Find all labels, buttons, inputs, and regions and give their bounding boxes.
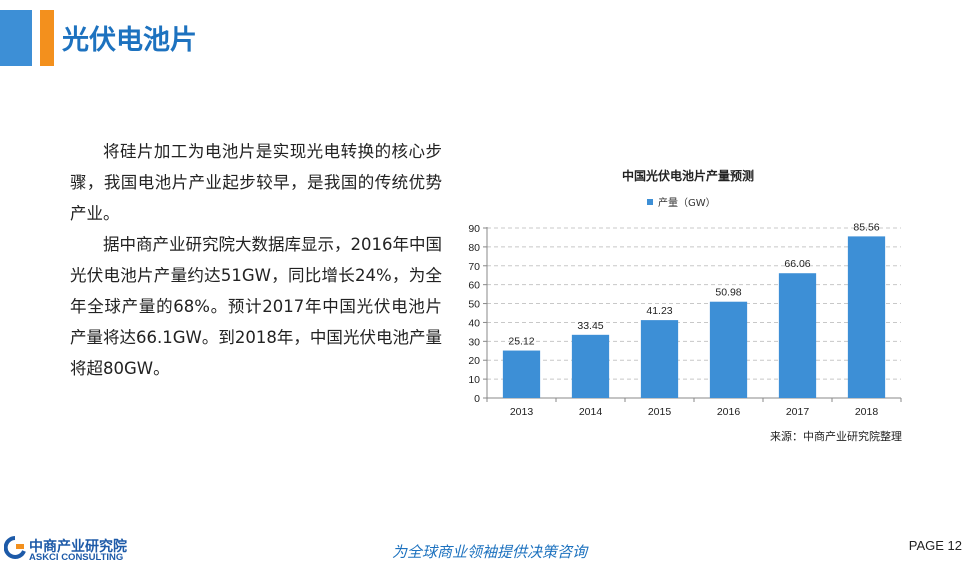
- data-label: 66.06: [784, 258, 810, 270]
- bar: [847, 236, 886, 398]
- footer-slogan: 为全球商业领袖提供决策咨询: [392, 543, 588, 561]
- data-label: 50.98: [715, 287, 741, 299]
- bar: [502, 350, 541, 398]
- y-tick-label: 10: [468, 374, 480, 386]
- bar: [571, 334, 610, 398]
- chart-source: 来源：中商产业研究院整理: [770, 430, 902, 443]
- y-tick-label: 40: [468, 317, 480, 329]
- bar: [778, 273, 817, 398]
- x-tick-label: 2015: [648, 406, 672, 418]
- bar: [709, 301, 748, 398]
- logo-text-en: ASKCI CONSULTING: [29, 552, 124, 563]
- y-tick-label: 20: [468, 355, 480, 367]
- logo-mark-icon: [4, 536, 26, 559]
- x-tick-label: 2018: [855, 406, 879, 418]
- y-tick-label: 30: [468, 336, 480, 348]
- x-tick-label: 2013: [510, 406, 534, 418]
- data-label: 41.23: [646, 305, 672, 317]
- body-paragraph-2: 据中商产业研究院大数据库显示，2016年中国光伏电池片产量约达51GW，同比增长…: [70, 235, 442, 378]
- header-accent-bar-blue: [0, 10, 32, 66]
- y-tick-label: 60: [468, 280, 480, 292]
- company-logo: 中商产业研究院 ASKCI CONSULTING: [4, 534, 144, 563]
- x-tick-label: 2014: [579, 406, 603, 418]
- logo-text-cn: 中商产业研究院: [29, 539, 127, 555]
- data-label: 25.12: [508, 336, 534, 348]
- chart-title: 中国光伏电池片产量预测: [622, 168, 754, 183]
- legend-label: 产量（GW）: [658, 196, 716, 209]
- y-tick-label: 90: [468, 223, 480, 235]
- x-tick-label: 2017: [786, 406, 810, 418]
- production-chart: 中国光伏电池片产量预测 产量（GW） 0 10 20 30 40 50 60 70 80 90 25.1…: [455, 158, 915, 458]
- data-label: 33.45: [577, 320, 603, 332]
- x-tick-label: 2016: [717, 406, 741, 418]
- page-title: 光伏电池片: [62, 25, 197, 56]
- y-tick-label: 0: [474, 393, 480, 405]
- header-accent-bar-orange: [40, 10, 54, 66]
- bar: [640, 320, 679, 398]
- y-tick-label: 70: [468, 261, 480, 273]
- data-label: 85.56: [853, 221, 879, 233]
- y-tick-label: 80: [468, 242, 480, 254]
- body-text: 将硅片加工为电池片是实现光电转换的核心步骤，我国电池片产业起步较早，是我国的传统…: [70, 136, 442, 384]
- y-tick-label: 50: [468, 299, 480, 311]
- page-number: PAGE 12: [908, 538, 962, 553]
- legend-swatch: [647, 199, 653, 205]
- body-paragraph-1: 将硅片加工为电池片是实现光电转换的核心步骤，我国电池片产业起步较早，是我国的传统…: [70, 142, 442, 223]
